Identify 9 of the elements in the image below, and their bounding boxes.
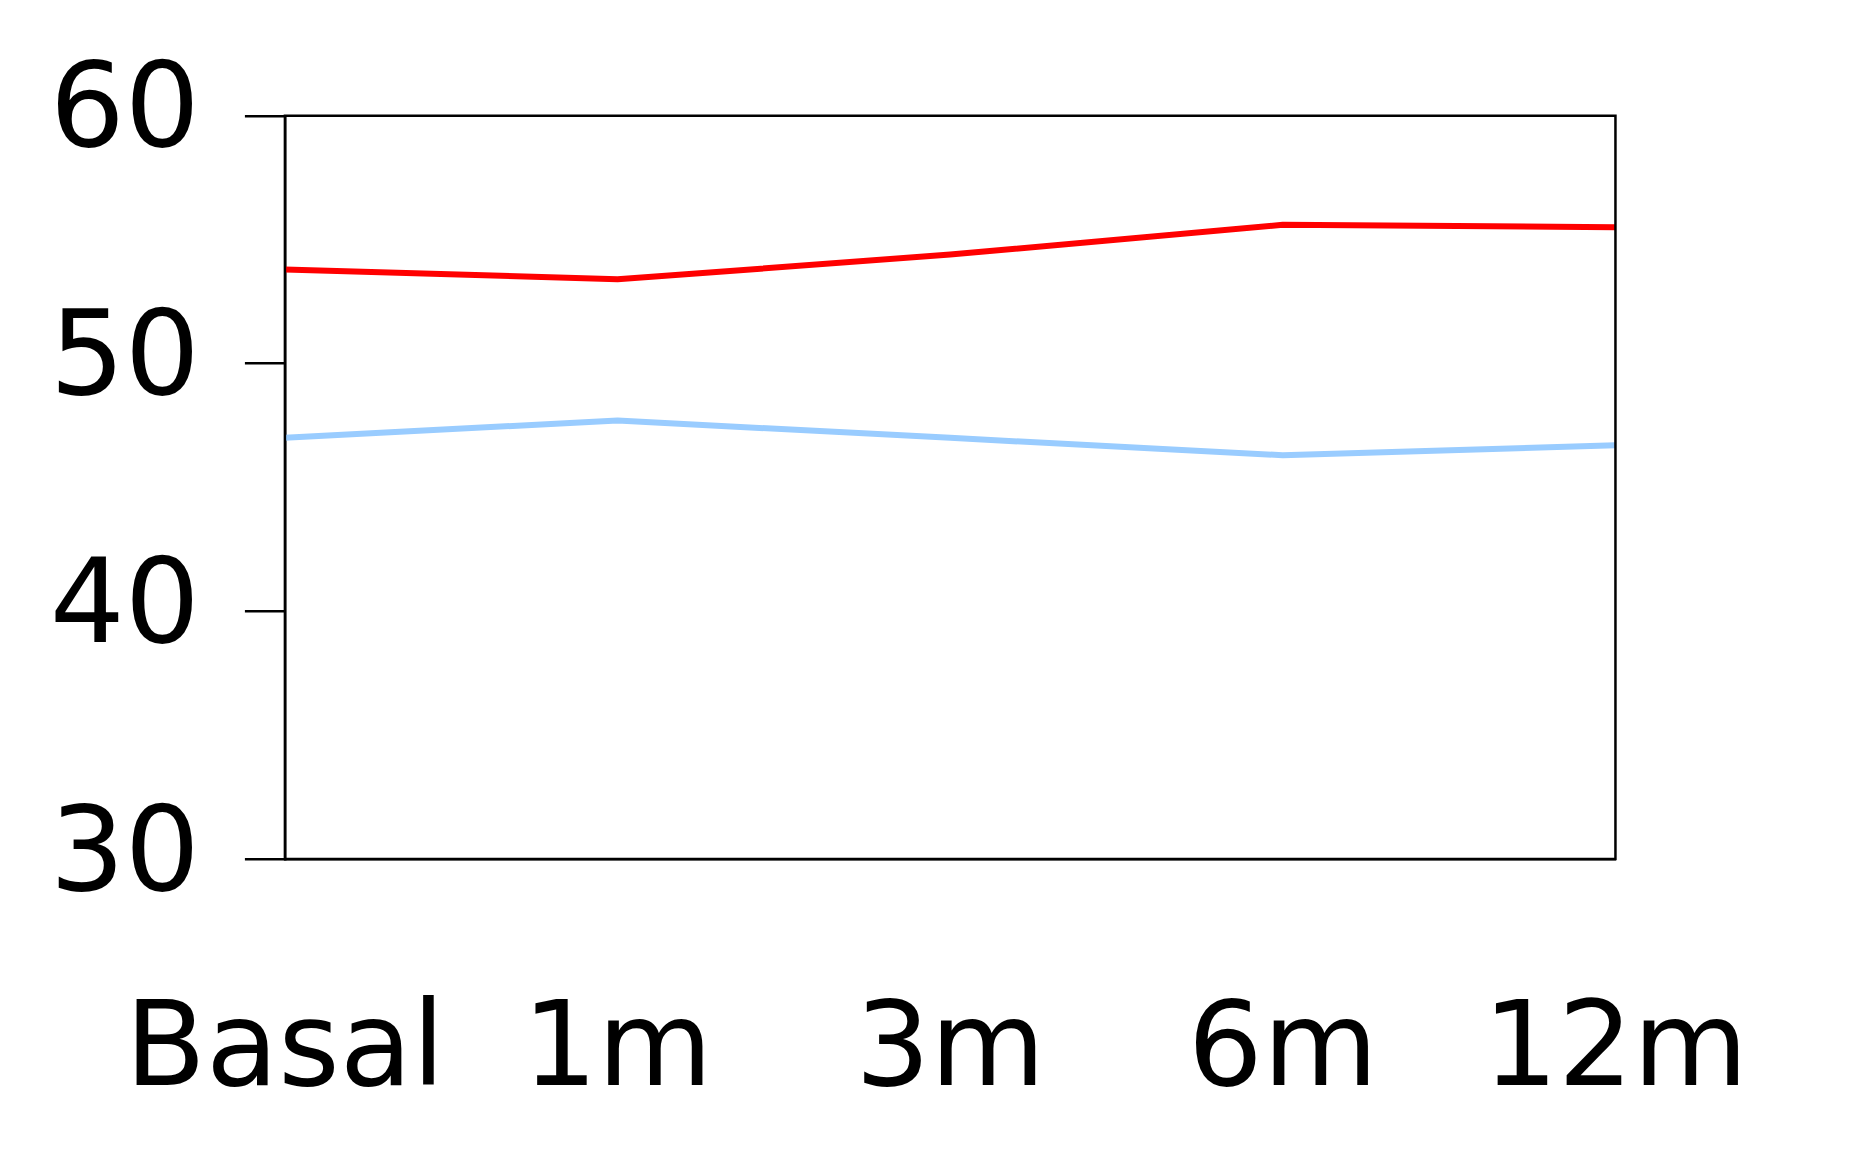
x-tick-label: Basal xyxy=(124,975,445,1114)
x-tick-label: 3m xyxy=(855,975,1046,1114)
y-tick-label: 30 xyxy=(49,779,200,918)
x-tick-label: 6m xyxy=(1187,975,1378,1114)
y-tick-label: 60 xyxy=(49,36,200,175)
y-tick-label: 40 xyxy=(49,531,200,670)
x-tick-label: 12m xyxy=(1482,975,1749,1114)
y-tick-label: 50 xyxy=(49,284,200,423)
x-tick-label: 1m xyxy=(522,975,713,1114)
